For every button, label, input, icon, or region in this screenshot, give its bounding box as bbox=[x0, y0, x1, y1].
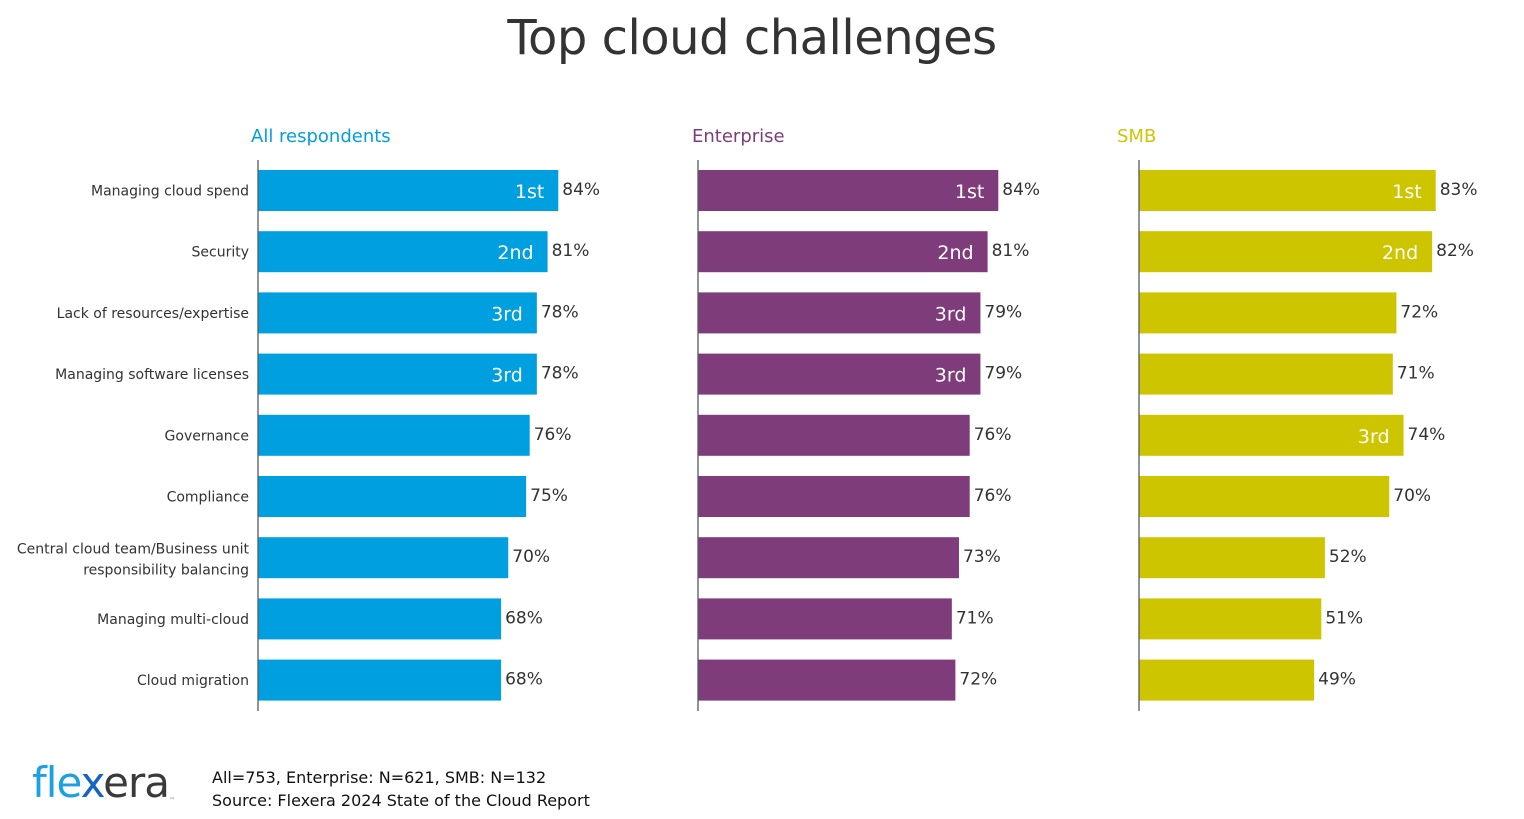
bar bbox=[258, 476, 527, 517]
value-label: 82% bbox=[1436, 241, 1474, 261]
series-header: SMB bbox=[1117, 126, 1156, 147]
bar bbox=[258, 659, 502, 701]
category-label: Cloud migration bbox=[137, 673, 249, 689]
rank-label: 1st bbox=[515, 181, 544, 203]
logo-text-3: era bbox=[103, 758, 170, 807]
bar bbox=[698, 231, 988, 273]
rank-label: 1st bbox=[1392, 181, 1421, 203]
value-label: 84% bbox=[562, 180, 600, 200]
value-label: 52% bbox=[1329, 547, 1367, 567]
bar bbox=[698, 414, 970, 456]
value-label: 76% bbox=[974, 425, 1012, 445]
bar bbox=[1139, 292, 1397, 334]
category-label: Managing cloud spend bbox=[91, 184, 249, 200]
category-label: Managing software licenses bbox=[55, 367, 249, 383]
bar bbox=[258, 414, 530, 456]
bar bbox=[1139, 414, 1404, 456]
flexera-logo: flexera™ bbox=[32, 762, 175, 804]
value-label: 70% bbox=[512, 547, 550, 567]
bar bbox=[698, 476, 970, 517]
bar bbox=[698, 170, 999, 211]
value-label: 76% bbox=[974, 486, 1012, 506]
source-note: Source: Flexera 2024 State of the Cloud … bbox=[212, 791, 590, 810]
rank-label: 3rd bbox=[491, 365, 523, 387]
bar bbox=[698, 598, 952, 640]
series-header: All respondents bbox=[251, 126, 391, 147]
value-label: 71% bbox=[956, 608, 994, 628]
category-label-line: responsibility balancing bbox=[83, 563, 249, 579]
rank-label: 3rd bbox=[1358, 426, 1390, 448]
bar bbox=[258, 598, 502, 640]
bar bbox=[258, 353, 537, 395]
rank-label: 2nd bbox=[497, 242, 533, 264]
rank-label: 2nd bbox=[937, 242, 973, 264]
bar bbox=[1139, 476, 1390, 517]
rank-label: 3rd bbox=[935, 365, 967, 387]
bar bbox=[258, 170, 559, 211]
value-label: 72% bbox=[1400, 302, 1438, 322]
rank-label: 2nd bbox=[1382, 242, 1418, 264]
value-label: 81% bbox=[992, 241, 1030, 261]
value-label: 49% bbox=[1318, 670, 1356, 690]
category-label: Compliance bbox=[167, 490, 249, 506]
bar bbox=[698, 537, 959, 579]
bar bbox=[1139, 598, 1322, 640]
value-label: 78% bbox=[541, 364, 579, 384]
category-label-line: Central cloud team/Business unit bbox=[17, 542, 250, 558]
value-label: 84% bbox=[1002, 180, 1040, 200]
rank-label: 3rd bbox=[491, 303, 523, 325]
value-label: 70% bbox=[1393, 486, 1431, 506]
logo-text-1: fle bbox=[32, 758, 82, 807]
chart-title: Top cloud challenges bbox=[507, 10, 997, 66]
bar bbox=[258, 231, 548, 273]
bar bbox=[258, 292, 537, 334]
value-label: 78% bbox=[541, 302, 579, 322]
value-label: 74% bbox=[1408, 425, 1446, 445]
value-label: 79% bbox=[984, 302, 1022, 322]
value-label: 73% bbox=[963, 547, 1001, 567]
bar bbox=[698, 292, 981, 334]
series-header: Enterprise bbox=[692, 126, 785, 147]
bar bbox=[1139, 659, 1315, 701]
category-label: Governance bbox=[165, 428, 249, 444]
bar bbox=[698, 353, 981, 395]
value-label: 81% bbox=[552, 241, 590, 261]
value-label: 79% bbox=[984, 364, 1022, 384]
rank-label: 1st bbox=[955, 181, 984, 203]
logo-text-2: x bbox=[80, 758, 105, 807]
bar bbox=[1139, 537, 1325, 579]
value-label: 51% bbox=[1325, 608, 1363, 628]
bar bbox=[1139, 170, 1436, 211]
bar bbox=[698, 659, 956, 701]
bar bbox=[1139, 231, 1433, 273]
value-label: 83% bbox=[1440, 180, 1478, 200]
bar bbox=[258, 537, 509, 579]
sample-size-note: All=753, Enterprise: N=621, SMB: N=132 bbox=[212, 768, 547, 787]
value-label: 71% bbox=[1397, 364, 1435, 384]
value-label: 72% bbox=[959, 670, 997, 690]
logo-trademark: ™ bbox=[169, 797, 175, 804]
value-label: 76% bbox=[534, 425, 572, 445]
category-label: Lack of resources/expertise bbox=[57, 306, 249, 322]
bar bbox=[1139, 353, 1393, 395]
value-label: 75% bbox=[530, 486, 568, 506]
value-label: 68% bbox=[505, 670, 543, 690]
value-label: 68% bbox=[505, 608, 543, 628]
rank-label: 3rd bbox=[935, 303, 967, 325]
category-label: Central cloud team/Business unit responsi… bbox=[17, 542, 250, 579]
category-label: Managing multi-cloud bbox=[97, 612, 249, 628]
category-label: Security bbox=[192, 245, 250, 261]
